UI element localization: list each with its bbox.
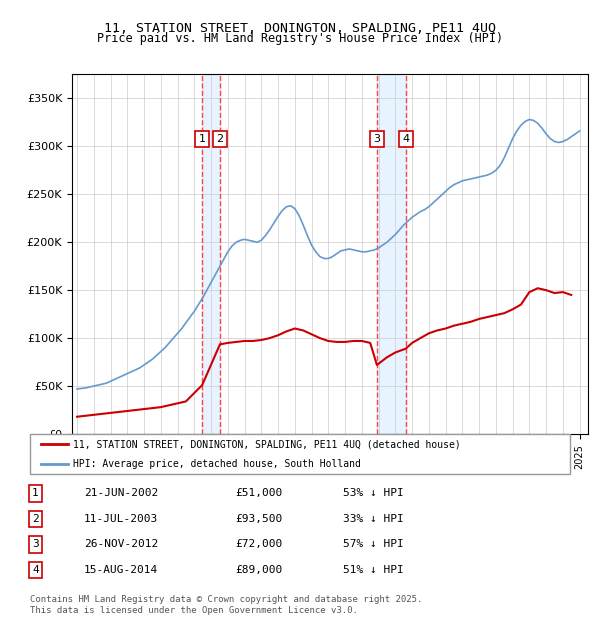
Text: 53% ↓ HPI: 53% ↓ HPI bbox=[343, 489, 404, 498]
FancyBboxPatch shape bbox=[30, 434, 570, 474]
Bar bbox=[202, 74, 220, 434]
Text: 15-AUG-2014: 15-AUG-2014 bbox=[84, 565, 158, 575]
Text: £51,000: £51,000 bbox=[235, 489, 283, 498]
Text: 11, STATION STREET, DONINGTON, SPALDING, PE11 4UQ: 11, STATION STREET, DONINGTON, SPALDING,… bbox=[104, 22, 496, 35]
Text: 21-JUN-2002: 21-JUN-2002 bbox=[84, 489, 158, 498]
Text: 4: 4 bbox=[402, 134, 409, 144]
Text: 3: 3 bbox=[32, 539, 39, 549]
Text: 2: 2 bbox=[32, 514, 39, 524]
Text: HPI: Average price, detached house, South Holland: HPI: Average price, detached house, Sout… bbox=[73, 459, 361, 469]
Text: 51% ↓ HPI: 51% ↓ HPI bbox=[343, 565, 404, 575]
Text: 11, STATION STREET, DONINGTON, SPALDING, PE11 4UQ (detached house): 11, STATION STREET, DONINGTON, SPALDING,… bbox=[73, 439, 461, 449]
Text: 2: 2 bbox=[217, 134, 223, 144]
Text: Contains HM Land Registry data © Crown copyright and database right 2025.
This d: Contains HM Land Registry data © Crown c… bbox=[30, 595, 422, 614]
Text: £72,000: £72,000 bbox=[235, 539, 283, 549]
Text: 1: 1 bbox=[32, 489, 39, 498]
Text: £93,500: £93,500 bbox=[235, 514, 283, 524]
Text: 3: 3 bbox=[373, 134, 380, 144]
Bar bbox=[377, 74, 406, 434]
Text: 33% ↓ HPI: 33% ↓ HPI bbox=[343, 514, 404, 524]
Text: 57% ↓ HPI: 57% ↓ HPI bbox=[343, 539, 404, 549]
Text: £89,000: £89,000 bbox=[235, 565, 283, 575]
Text: Price paid vs. HM Land Registry's House Price Index (HPI): Price paid vs. HM Land Registry's House … bbox=[97, 32, 503, 45]
Text: 4: 4 bbox=[32, 565, 39, 575]
Text: 1: 1 bbox=[199, 134, 206, 144]
Text: 26-NOV-2012: 26-NOV-2012 bbox=[84, 539, 158, 549]
Text: 11-JUL-2003: 11-JUL-2003 bbox=[84, 514, 158, 524]
